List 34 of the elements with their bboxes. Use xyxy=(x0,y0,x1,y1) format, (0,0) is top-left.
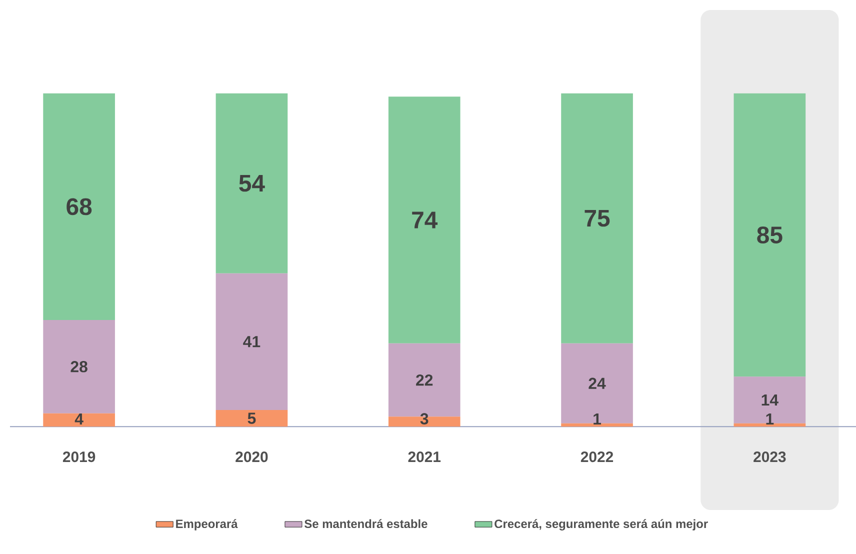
data-label: 41 xyxy=(243,336,260,348)
data-label: 75 xyxy=(584,210,610,227)
data-label: 4 xyxy=(74,413,84,424)
x-tick-label: 2022 xyxy=(580,452,614,462)
bar xyxy=(216,410,288,427)
bar xyxy=(561,93,633,344)
bar xyxy=(734,376,806,424)
bar xyxy=(216,273,288,410)
data-label: 14 xyxy=(762,394,778,406)
x-tick-label: 2020 xyxy=(236,452,268,462)
legend-label: Crecerá, seguramente será aún mejor xyxy=(494,519,708,530)
data-label: 74 xyxy=(412,212,438,228)
bar xyxy=(43,320,115,414)
bar xyxy=(43,93,115,320)
bar xyxy=(388,96,460,344)
legend-label: Se mantendrá estable xyxy=(304,519,428,528)
data-label: 28 xyxy=(70,361,88,372)
data-label: 54 xyxy=(239,174,265,192)
data-label: 85 xyxy=(757,226,782,244)
x-tick-label: 2019 xyxy=(62,452,96,462)
bar xyxy=(561,343,633,424)
data-label: 3 xyxy=(420,413,428,424)
data-label: 5 xyxy=(248,412,256,424)
bar xyxy=(216,93,288,274)
x-tick-label: 2021 xyxy=(408,452,441,462)
x-tick-label: 2023 xyxy=(754,452,786,462)
data-label: 22 xyxy=(416,374,433,386)
data-label: 68 xyxy=(66,198,92,216)
legend-label: Empeorará xyxy=(176,519,238,530)
data-label: 1 xyxy=(766,413,774,424)
bar xyxy=(734,93,806,377)
bar xyxy=(43,413,115,427)
data-label: 1 xyxy=(594,413,602,424)
data-label: 24 xyxy=(588,378,606,389)
